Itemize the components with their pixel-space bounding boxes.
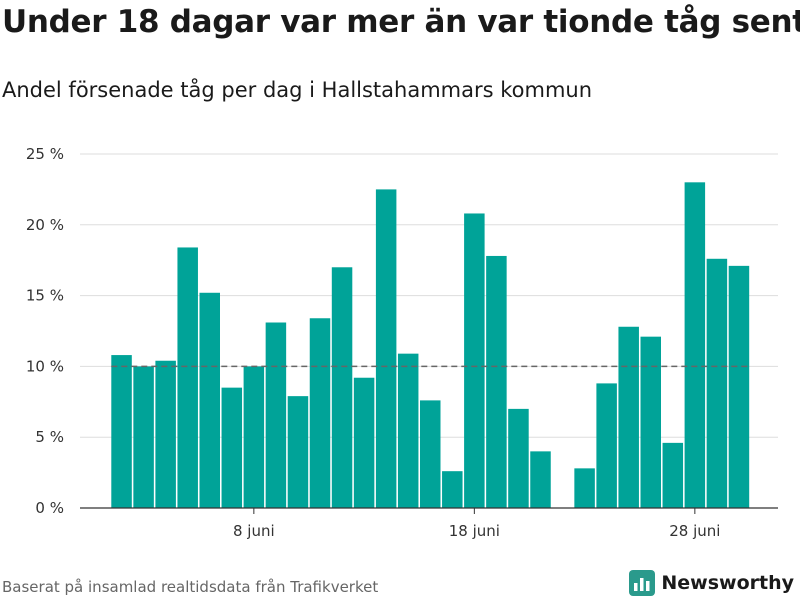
bar (662, 442, 684, 508)
bar (596, 383, 617, 508)
chart-title: Under 18 dagar var mer än var tionde tåg… (2, 4, 800, 40)
bar (199, 292, 220, 508)
bar (111, 355, 132, 508)
x-tick-label: 8 juni (233, 522, 275, 540)
bar (442, 471, 463, 508)
bar (508, 408, 529, 508)
source-note: Baserat på insamlad realtidsdata från Tr… (2, 578, 379, 596)
brand-logo[interactable]: Newsworthy (629, 570, 794, 596)
x-axis-ticks: 8 juni 18 juni 28 juni (233, 508, 720, 540)
y-tick-label: 25 % (26, 145, 64, 163)
bar (309, 318, 331, 508)
bar (574, 468, 595, 508)
bar (375, 189, 397, 508)
bar (331, 267, 353, 508)
y-tick-label: 15 % (26, 287, 64, 305)
bar (530, 451, 551, 508)
bar (353, 377, 375, 508)
bars (111, 182, 750, 509)
bar (706, 258, 728, 508)
y-tick-label: 10 % (26, 357, 64, 375)
bar (684, 182, 706, 508)
y-tick-label: 20 % (26, 216, 64, 234)
chart-subtitle: Andel försenade tåg per dag i Hallstaham… (2, 78, 593, 102)
bar (221, 387, 243, 508)
bar (618, 326, 639, 508)
bar (420, 400, 441, 508)
bar-chart-logo-icon (629, 570, 656, 596)
y-tick-label: 0 % (35, 499, 64, 517)
bar (243, 366, 265, 508)
bar (155, 360, 176, 508)
bar (486, 255, 507, 508)
x-tick-label: 18 juni (449, 522, 500, 540)
y-tick-label: 5 % (35, 428, 64, 446)
bar (177, 247, 198, 508)
x-tick-label: 28 juni (669, 522, 720, 540)
bar (287, 396, 309, 508)
bar (640, 336, 661, 508)
bar (265, 322, 287, 508)
bar (397, 353, 419, 508)
bar (728, 265, 750, 508)
bar (464, 213, 485, 509)
y-axis-ticks: 0 % 5 % 10 % 15 % 20 % 25 % (26, 145, 64, 517)
brand-name: Newsworthy (661, 572, 794, 594)
bar (133, 366, 154, 508)
